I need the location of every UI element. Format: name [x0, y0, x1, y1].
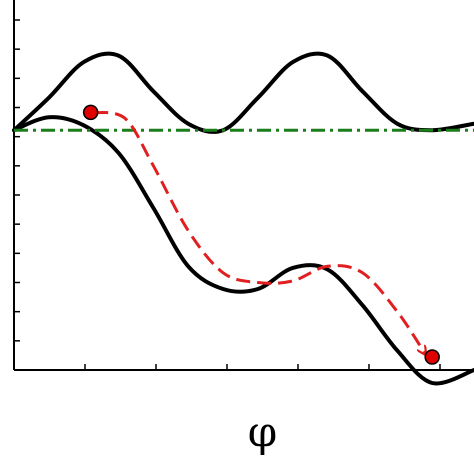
- series-line-dashed-3: [93, 110, 425, 353]
- marker-point-1: [424, 349, 440, 365]
- points-layer: [82, 104, 440, 365]
- x-ticks: [13, 364, 441, 370]
- series-line-solid-0: [12, 51, 474, 134]
- series-layer: [12, 51, 474, 386]
- series-line-solid-1: [12, 115, 474, 386]
- x-axis-label: φ: [247, 407, 278, 456]
- marker-point-0: [82, 104, 99, 121]
- y-ticks: [14, 19, 20, 371]
- axes: [13, 0, 474, 371]
